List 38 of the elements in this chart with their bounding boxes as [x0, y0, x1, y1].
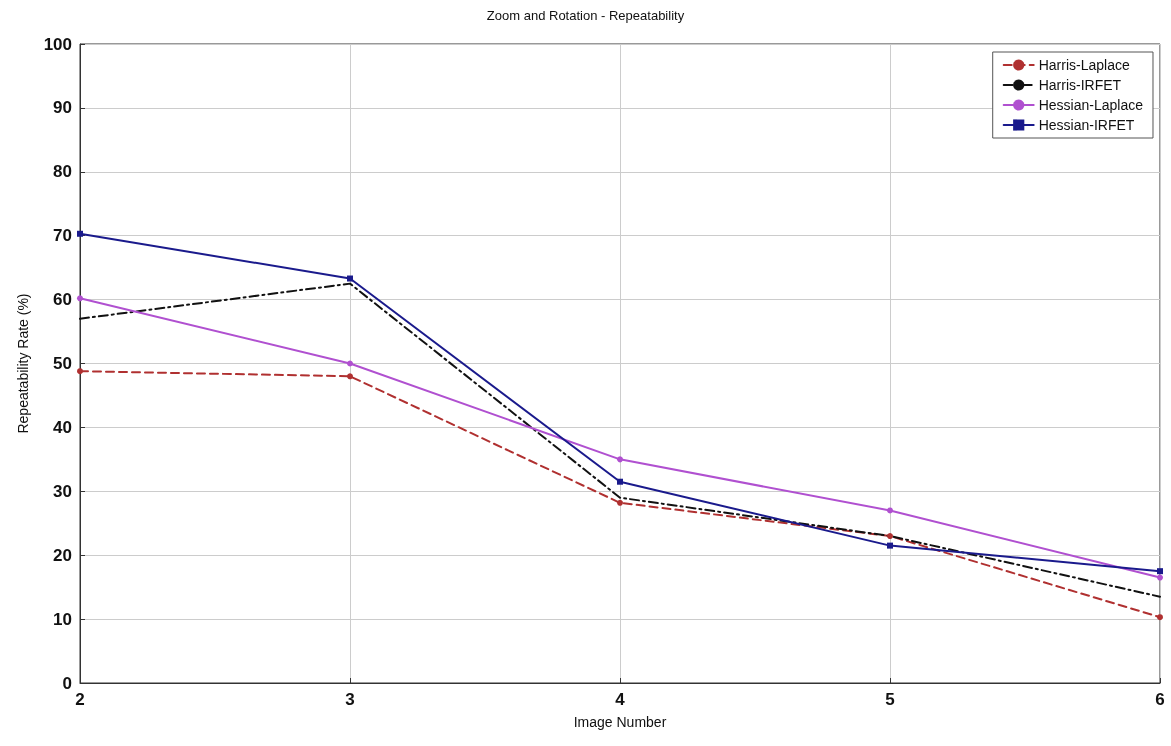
point — [77, 295, 83, 302]
y-tick-label: 60 — [53, 290, 72, 310]
legend-label: Hessian-IRFET — [1038, 117, 1135, 133]
chart-title: Zoom and Rotation - Repeatability — [486, 8, 685, 23]
y-tick-label: 70 — [53, 226, 72, 246]
point — [887, 542, 893, 549]
y-tick-label: 40 — [53, 417, 72, 437]
point — [347, 275, 353, 282]
legend-label: Harris-Laplace — [1038, 57, 1130, 73]
legend-label: Harris-IRFET — [1038, 77, 1122, 93]
point — [1157, 568, 1163, 575]
x-axis-title: Image Number — [573, 714, 667, 730]
point — [347, 360, 353, 367]
point — [77, 230, 83, 237]
x-tick-label: 2 — [75, 690, 85, 709]
x-tick-label: 4 — [615, 690, 626, 709]
y-axis-title: Repeatability Rate (%) — [15, 293, 31, 434]
x-tick-label: 5 — [885, 690, 895, 709]
point — [1157, 574, 1163, 581]
point — [1157, 614, 1163, 621]
y-tick-label: 50 — [53, 354, 72, 373]
point — [887, 507, 893, 514]
point — [617, 456, 623, 463]
point — [347, 373, 353, 380]
point — [887, 533, 893, 540]
y-tick-label: 0 — [62, 673, 72, 693]
x-tick-label: 6 — [1155, 690, 1165, 709]
x-tick-label: 3 — [345, 690, 355, 709]
y-tick-label: 20 — [53, 545, 72, 565]
y-tick-label: 80 — [53, 162, 72, 182]
y-tick-label: 100 — [43, 34, 72, 54]
point — [617, 499, 623, 506]
point — [77, 368, 83, 375]
y-tick-label: 30 — [53, 481, 72, 501]
point — [617, 478, 623, 485]
y-tick-label: 90 — [53, 98, 72, 118]
y-tick-label: 10 — [53, 609, 72, 629]
legend-label: Hessian-Laplace — [1038, 97, 1144, 113]
